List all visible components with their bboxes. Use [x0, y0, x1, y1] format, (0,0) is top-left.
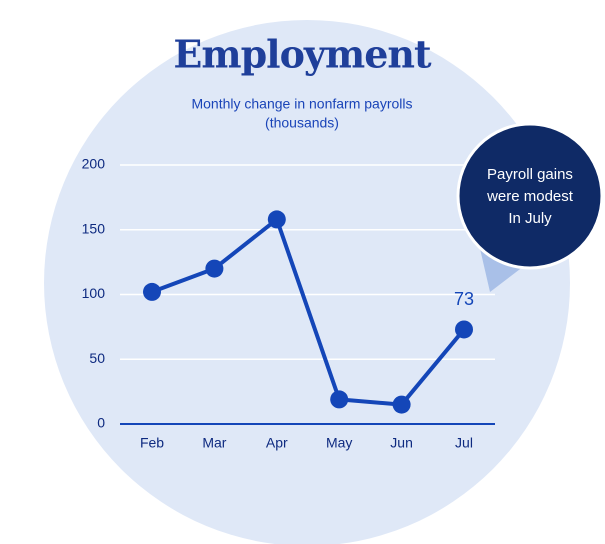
subtitle: Monthly change in nonfarm payrolls [191, 96, 412, 112]
y-tick-label: 0 [97, 415, 105, 431]
callout-bubble [456, 122, 604, 270]
line [151, 217, 466, 407]
callout-text: In July [508, 210, 552, 227]
x-tick-label: Jun [390, 435, 413, 451]
subtitle: (thousands) [265, 115, 339, 131]
x-tick-label: Mar [202, 435, 226, 451]
point [205, 259, 224, 278]
point [267, 210, 286, 229]
x-tick-label: Apr [266, 435, 288, 451]
background-circle [44, 20, 570, 544]
x-tick-label: Jul [455, 435, 473, 451]
point [330, 390, 349, 409]
point [455, 320, 473, 339]
callout-text: Payroll gains [487, 166, 573, 183]
y-tick-label: 100 [82, 285, 106, 301]
y-tick-label: 50 [89, 350, 105, 366]
point [392, 395, 411, 414]
x-tick-label: Feb [140, 435, 164, 451]
callout: Payroll gains were modest In July [456, 122, 604, 292]
callout-text: were modest [486, 188, 574, 205]
data-label: 73 [454, 289, 474, 309]
y-tick-label: 150 [82, 220, 106, 236]
chart-title: Employment [173, 32, 432, 77]
plot-area: 0 50 100 150 200 Feb Mar Apr May Jun Jul 73 [82, 156, 495, 451]
point [143, 282, 161, 301]
y-tick-label: 200 [82, 156, 106, 172]
x-tick-label: May [326, 435, 352, 451]
